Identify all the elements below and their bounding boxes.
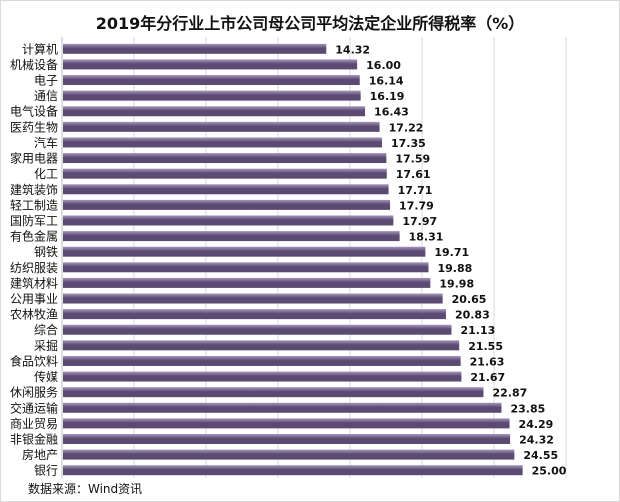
- category-label: 医药生物: [10, 120, 58, 134]
- category-label: 钢铁: [34, 245, 58, 259]
- data-label: 16.14: [369, 75, 404, 88]
- bar: [63, 309, 446, 320]
- bar: [63, 262, 429, 273]
- category-label: 传媒: [34, 369, 58, 384]
- category-label: 食品饮料: [10, 353, 58, 368]
- bar: [63, 402, 502, 413]
- category-label: 非银金融: [10, 431, 58, 446]
- data-label: 20.65: [452, 293, 487, 306]
- data-label: 24.32: [519, 433, 554, 446]
- category-label: 通信: [34, 89, 58, 103]
- data-label: 17.97: [402, 215, 437, 228]
- bar: [63, 371, 462, 382]
- bar: [63, 277, 431, 288]
- bar: [63, 324, 452, 335]
- bar: [63, 184, 389, 195]
- bar: [63, 340, 460, 351]
- bar: [63, 90, 361, 101]
- data-label: 17.35: [391, 137, 426, 150]
- bar: [63, 433, 511, 444]
- bar: [63, 465, 523, 476]
- data-label: 17.61: [396, 168, 431, 181]
- category-label: 有色金属: [10, 229, 58, 244]
- category-label: 交通运输: [10, 400, 58, 415]
- data-label: 20.83: [455, 309, 490, 322]
- data-label: 17.22: [389, 121, 424, 134]
- category-label: 机械设备: [10, 57, 58, 72]
- chart-title: 2019年分行业上市公司母公司平均法定企业所得税率（%）: [95, 14, 525, 33]
- data-label: 21.13: [460, 324, 495, 337]
- source-note: 数据来源：Wind资讯: [28, 482, 143, 496]
- category-label: 商业贸易: [10, 416, 58, 431]
- category-label: 电子: [34, 74, 58, 88]
- data-label: 19.98: [439, 277, 474, 290]
- category-label: 国防军工: [10, 213, 58, 228]
- bar: [63, 137, 382, 148]
- category-label: 家用电器: [10, 151, 58, 166]
- data-label: 25.00: [532, 465, 567, 478]
- category-label: 化工: [34, 167, 58, 181]
- category-label: 休闲服务: [10, 385, 58, 400]
- category-label: 公用事业: [10, 292, 58, 306]
- data-label: 18.31: [409, 231, 444, 244]
- category-label: 汽车: [34, 135, 58, 150]
- bar: [63, 199, 391, 210]
- data-label: 19.71: [434, 246, 469, 259]
- data-label: 22.87: [492, 387, 527, 400]
- bar: [63, 168, 387, 179]
- bar: [63, 75, 360, 86]
- bar: [63, 121, 380, 132]
- category-label: 轻工制造: [10, 198, 58, 212]
- category-label: 建筑材料: [10, 275, 58, 290]
- category-label: 房地产: [22, 447, 58, 462]
- data-label: 16.19: [370, 90, 405, 103]
- category-label: 计算机: [22, 41, 58, 56]
- bar: [63, 449, 515, 460]
- category-label: 农林牧渔: [10, 308, 58, 322]
- data-label: 17.59: [395, 153, 430, 166]
- data-label: 24.55: [523, 449, 558, 462]
- category-label: 综合: [34, 322, 58, 337]
- data-label: 16.43: [374, 106, 409, 119]
- bar: [63, 387, 484, 398]
- bar: [63, 246, 426, 257]
- bar: [63, 59, 358, 70]
- bar: [63, 355, 461, 366]
- category-label: 电气设备: [10, 104, 58, 119]
- data-label: 21.67: [470, 371, 505, 384]
- data-label: 24.29: [519, 418, 554, 431]
- category-label: 建筑装饰: [10, 182, 58, 197]
- category-label: 银行: [34, 464, 58, 478]
- bar: [63, 215, 394, 226]
- bar: [63, 43, 327, 54]
- data-label: 19.88: [437, 262, 472, 275]
- data-label: 21.63: [470, 355, 505, 368]
- bar: [63, 106, 366, 117]
- category-label: 纺织服装: [10, 261, 58, 275]
- data-label: 17.71: [398, 184, 433, 197]
- data-label: 21.55: [468, 340, 503, 353]
- category-label: 采掘: [34, 338, 58, 353]
- data-label: 14.32: [335, 43, 370, 56]
- data-label: 23.85: [510, 402, 545, 415]
- bar: [63, 293, 443, 304]
- bar: [63, 418, 510, 429]
- data-label: 16.00: [366, 59, 401, 72]
- bar: [63, 231, 400, 242]
- data-label: 17.79: [399, 199, 434, 212]
- bar: [63, 153, 387, 164]
